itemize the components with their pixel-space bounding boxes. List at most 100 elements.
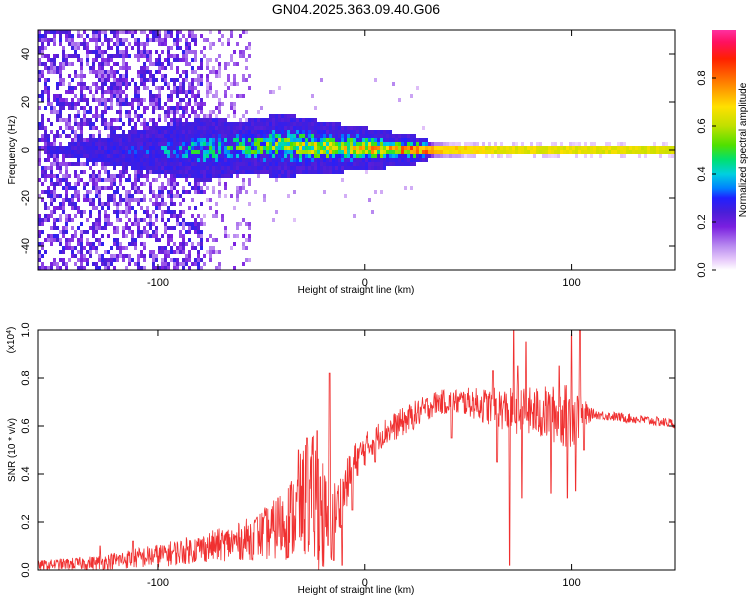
spectrogram-cell [62,46,65,50]
spectrogram-cell [224,166,227,170]
spectrogram-cell [206,174,209,178]
spectrogram-cell [44,214,47,218]
spectrogram-cell [245,78,248,82]
spectrogram-cell [170,118,173,122]
spectrogram-cell [185,130,188,134]
spectrogram-cell [278,118,281,122]
spectrogram-cell [176,194,179,198]
spectrogram-cell [533,150,536,154]
spectrogram-cell [179,262,182,266]
spectrogram-cell [80,34,83,38]
spectrogram-cell [176,54,179,58]
spectrogram-cell [104,186,107,190]
spectrogram-cell [281,142,284,146]
spectrogram-cell [242,150,245,154]
spectrogram-cell [131,126,134,130]
spectrogram-cell [173,150,176,154]
spectrogram-cell [371,146,374,150]
spectrogram-cell [152,154,155,158]
spectrogram-cell [86,86,89,90]
spectrogram-cell [164,202,167,206]
spectrogram-cell [599,146,602,150]
spectrogram-cell [395,138,398,142]
spectrogram-cell [191,154,194,158]
spectrogram-cell [134,190,137,194]
spectrogram-cell [269,146,272,150]
spectrogram-cell [89,134,92,138]
spectrogram-cell [209,258,212,262]
spectrogram-cell [167,82,170,86]
spectrogram-cell [128,158,131,162]
spectrogram-cell [191,158,194,162]
spectrogram-cell [245,126,248,130]
spectrogram-cell [332,134,335,138]
spectrogram-cell [71,150,74,154]
spectrogram-cell [362,126,365,130]
spectrogram-cell [305,126,308,130]
spectrogram-cell [350,154,353,158]
spectrogram-cell [170,54,173,58]
spectrogram-cell [290,150,293,154]
spectrogram-cell [80,66,83,70]
spectrogram-cell [116,202,119,206]
spectrogram-cell [224,90,227,94]
spectrogram-cell [125,146,128,150]
spectrogram-cell [575,146,578,150]
spectrogram-cell [305,118,308,122]
spectrogram-cell [140,102,143,106]
spectrogram-cell [320,166,323,170]
spectrogram-cell [137,162,140,166]
spectrogram-cell [323,154,326,158]
spectrogram-cell [137,254,140,258]
spectrogram-cell [119,50,122,54]
spectrogram-cell [185,42,188,46]
spectrogram-cell [65,118,68,122]
spectrogram-cell [113,86,116,90]
spectrogram-cell [272,118,275,122]
spectrogram-cell [119,202,122,206]
spectrogram-cell [71,106,74,110]
spectrogram-cell [152,254,155,258]
spectrogram-cell [212,142,215,146]
spectrogram-cell [500,146,503,150]
spectrogram-cell [365,130,368,134]
spectrogram-cell [92,58,95,62]
spectrogram-cell [275,166,278,170]
spectrogram-cell [353,162,356,166]
spectrogram-cell [113,150,116,154]
spectrogram-cell [545,146,548,150]
spectrogram-cell [68,122,71,126]
spectrogram-cell [281,154,284,158]
spectrogram-cell [353,166,356,170]
spectrogram-cell [44,142,47,146]
spectrogram-cell [275,134,278,138]
spectrogram-cell [137,90,140,94]
spectrogram-cell [104,98,107,102]
spectrogram-cell [179,234,182,238]
spectrogram-cell [47,134,50,138]
spectrogram-cell [560,142,563,146]
spectrogram-cell [434,146,437,150]
spectrogram-cell [221,174,224,178]
spectrogram-cell [635,150,638,154]
spectrogram-cell [50,202,53,206]
spectrogram-cell [242,54,245,58]
spectrogram-cell [170,110,173,114]
spectrogram-cell [308,170,311,174]
spectrogram-cell [215,122,218,126]
spectrogram-cell [89,198,92,202]
spectrogram-cell [131,162,134,166]
spectrogram-cell [125,110,128,114]
spectrogram-cell [233,154,236,158]
spectrogram-cell [140,42,143,46]
spectrogram-cell [59,146,62,150]
spectrogram-cell [110,86,113,90]
spectrogram-cell [185,94,188,98]
spectrogram-cell [80,154,83,158]
spectrogram-cell [416,86,419,90]
spectrogram-cell [236,194,239,198]
spectrogram-cell [86,118,89,122]
spectrogram-cell [308,138,311,142]
spectrogram-cell [98,102,101,106]
spectrogram-cell [197,106,200,110]
